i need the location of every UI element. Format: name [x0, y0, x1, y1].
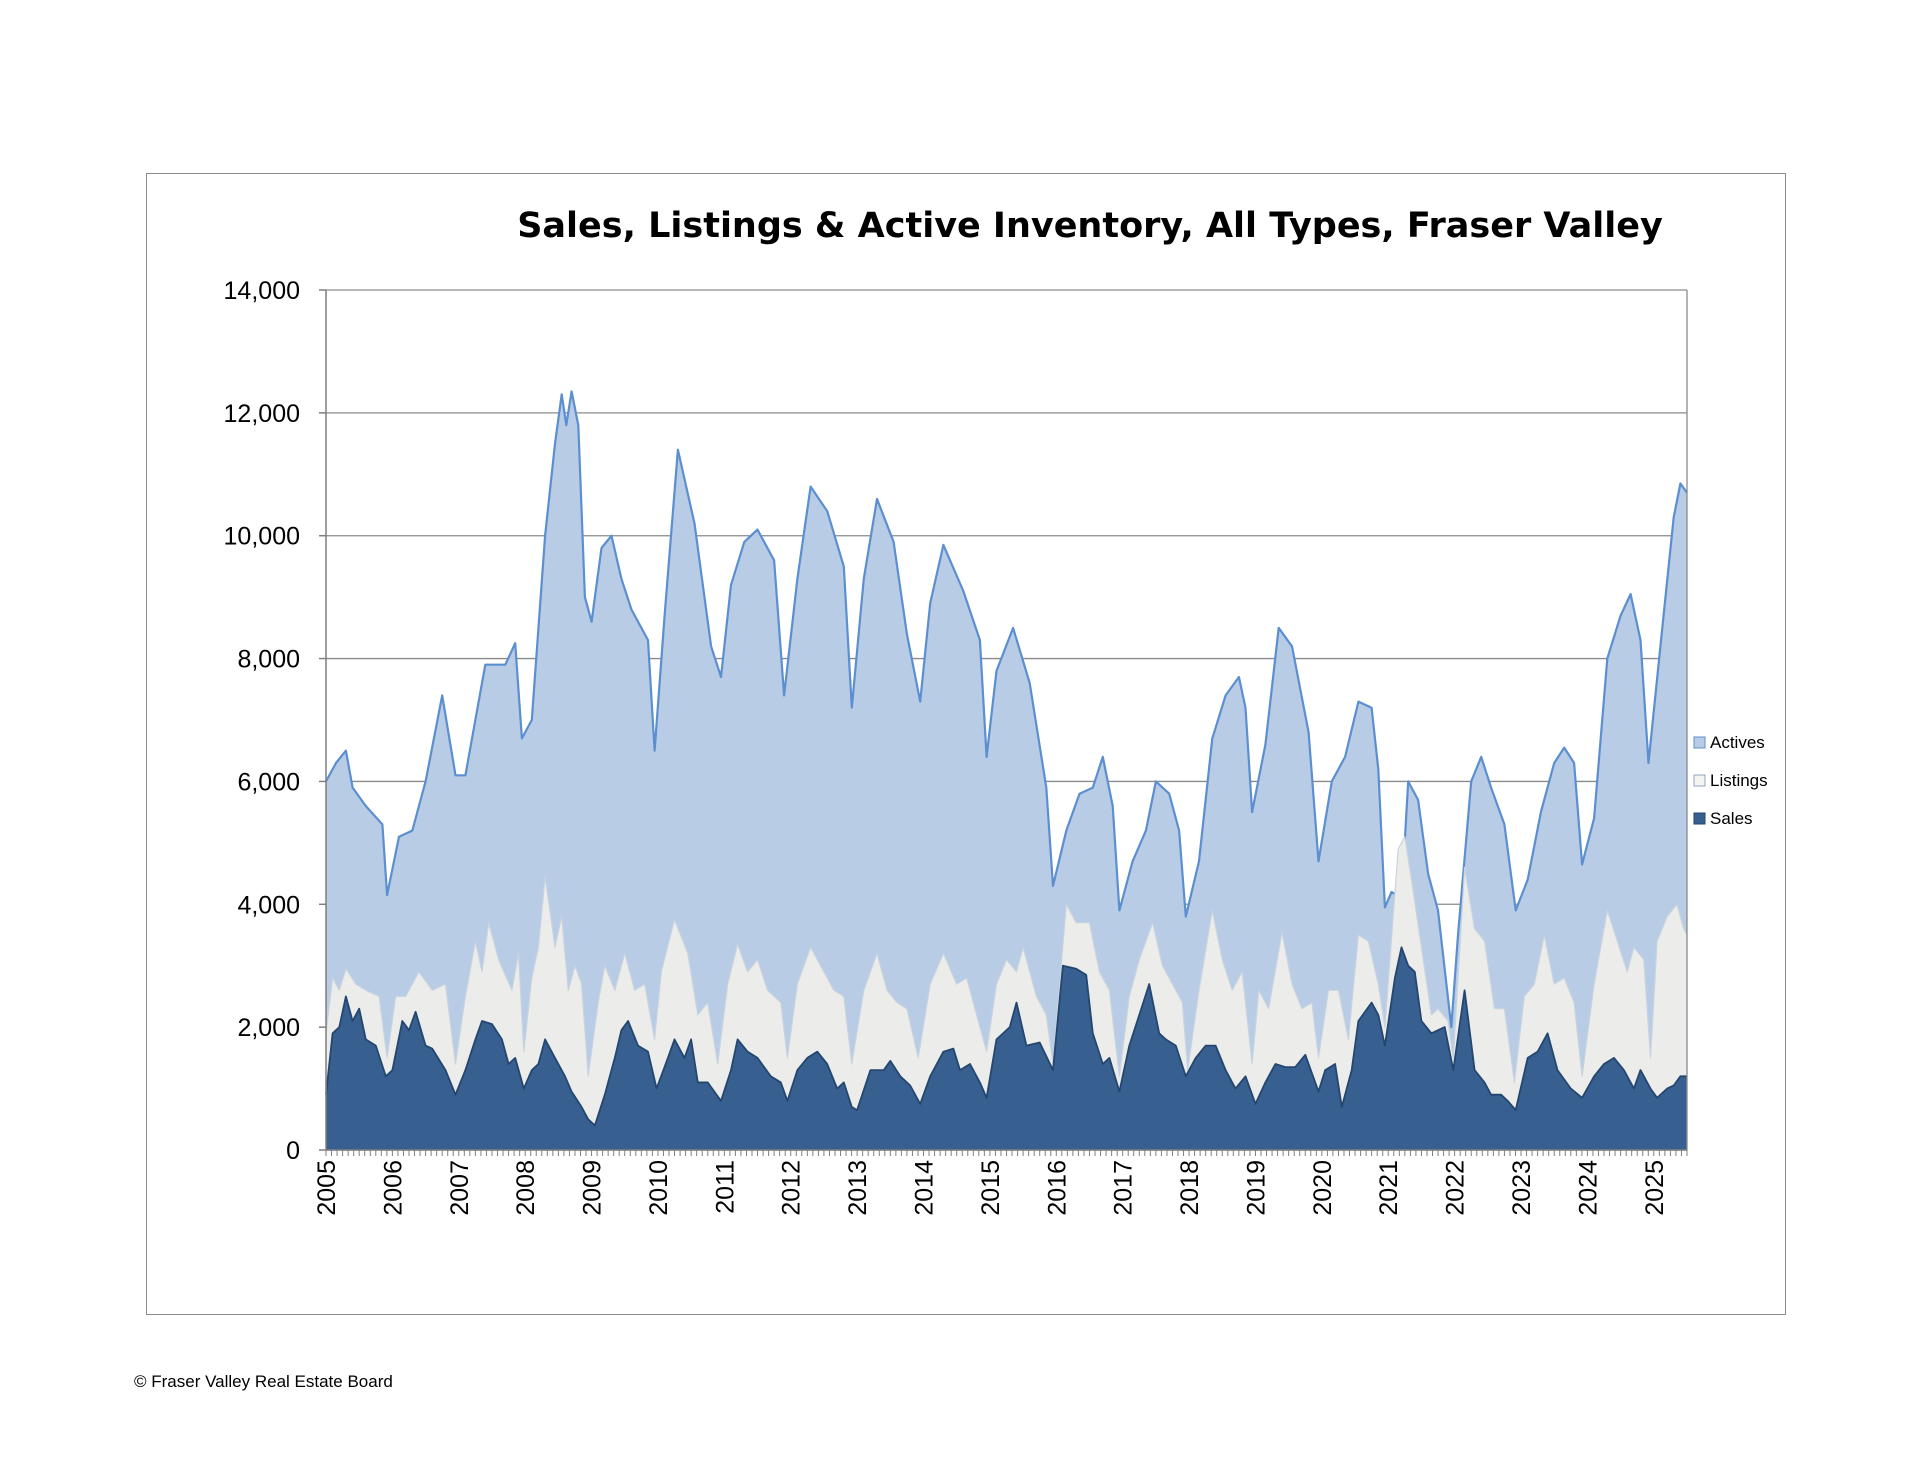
chart-title: Sales, Listings & Active Inventory, All …	[517, 206, 1663, 246]
x-tick-label: 2018	[1176, 1160, 1204, 1216]
legend-swatch-actives	[1693, 736, 1706, 749]
x-tick-label: 2012	[778, 1160, 806, 1216]
y-tick-label: 6,000	[237, 768, 300, 796]
y-tick-label: 12,000	[224, 400, 300, 428]
x-tick-label: 2021	[1375, 1160, 1403, 1216]
x-tick-label: 2017	[1110, 1160, 1138, 1216]
series-listings-line	[325, 836, 1688, 1083]
x-tick-label: 2010	[645, 1160, 673, 1216]
y-tick-label: 4,000	[237, 891, 300, 919]
x-tick-label: 2022	[1442, 1160, 1470, 1216]
x-tick-label: 2011	[711, 1160, 739, 1214]
x-tick-label: 2020	[1309, 1160, 1337, 1216]
series-sales-area	[326, 947, 1687, 1150]
series-areas	[325, 390, 1688, 1150]
y-axis-ticks: 0 2,000 4,000 6,000 8,000 10,000 12,000 14,000	[224, 277, 326, 1165]
x-tick-label: 2013	[844, 1160, 872, 1216]
x-tick-label: 2016	[1043, 1160, 1071, 1216]
x-tick-label: 2005	[313, 1160, 341, 1216]
y-tick-label: 2,000	[237, 1014, 300, 1042]
x-tick-label: 2014	[911, 1160, 939, 1216]
legend-label-sales: Sales	[1710, 809, 1753, 828]
x-tick-label: 2008	[512, 1160, 540, 1216]
y-tick-label: 8,000	[237, 646, 300, 674]
legend: Actives Listings Sales	[1693, 733, 1768, 828]
x-tick-label: 2023	[1508, 1160, 1536, 1216]
x-tick-label: 2007	[446, 1160, 474, 1216]
legend-swatch-sales	[1693, 812, 1706, 825]
y-tick-label: 0	[286, 1137, 300, 1165]
x-tick-label: 2019	[1243, 1160, 1271, 1216]
x-tick-label: 2009	[579, 1160, 607, 1216]
copyright-text: © Fraser Valley Real Estate Board	[134, 1372, 393, 1391]
x-tick-label: 2015	[977, 1160, 1005, 1216]
series-sales-line	[325, 946, 1687, 1127]
y-tick-label: 10,000	[224, 523, 300, 551]
x-tick-label: 2006	[379, 1160, 407, 1216]
legend-label-actives: Actives	[1710, 733, 1765, 752]
legend-label-listings: Listings	[1710, 771, 1768, 790]
x-axis-ticks: 2005 2006 2007 2008 2009 2010 2011 2012 2013 2014…	[313, 1150, 1688, 1216]
x-tick-label: 2025	[1641, 1160, 1669, 1216]
y-tick-label: 14,000	[224, 277, 300, 305]
series-actives-line	[325, 390, 1688, 1029]
legend-swatch-listings	[1693, 774, 1706, 787]
x-tick-label: 2024	[1574, 1160, 1602, 1216]
